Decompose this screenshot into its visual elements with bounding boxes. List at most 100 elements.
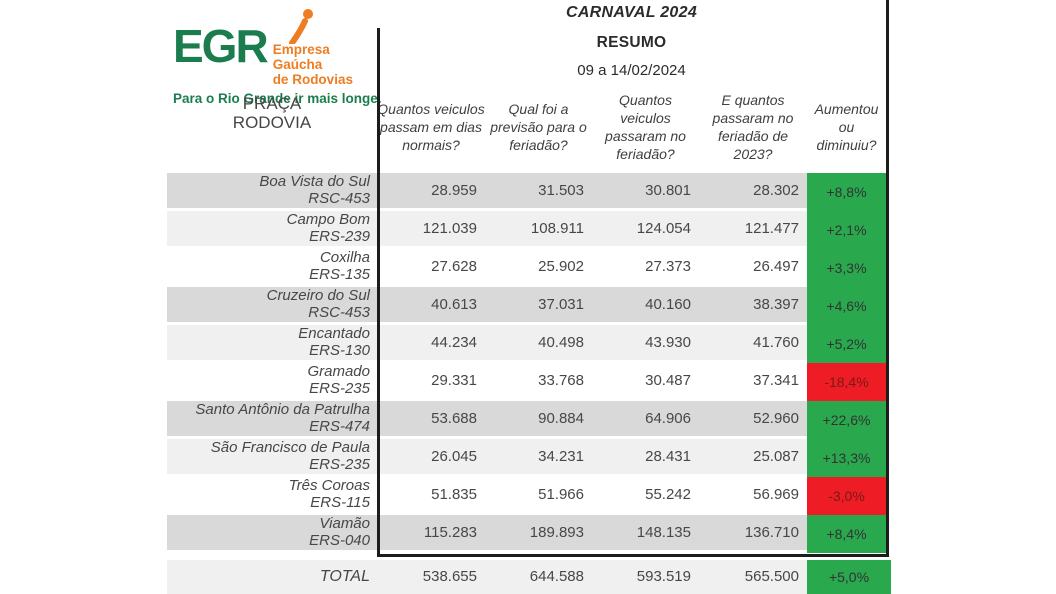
- holiday-2024-value: 27.373: [645, 258, 691, 275]
- forecast-value: 108.911: [530, 220, 584, 237]
- total-forecast-value: 644.588: [529, 568, 584, 585]
- row-band: Encantado ERS-130 44.234 40.498 43.930 4…: [167, 325, 807, 360]
- change-percent-badge: +5,2%: [807, 325, 886, 363]
- holiday-2023-value: 25.087: [753, 448, 799, 465]
- normal-days-value: 40.613: [431, 296, 477, 313]
- praca-label: PRAÇA: [242, 94, 302, 113]
- plaza-cell: Santo Antônio da Patrulha ERS-474: [167, 401, 377, 436]
- row-band: Três Coroas ERS-115 51.835 51.966 55.242…: [167, 477, 807, 512]
- plaza-name: Gramado: [307, 363, 370, 380]
- table-row: Campo Bom ERS-239 121.039 108.911 124.05…: [167, 211, 891, 249]
- column-header-forecast: Qual foi a previsão para o feriadão?: [490, 101, 587, 153]
- forecast-value: 31.503: [538, 182, 584, 199]
- praca-rodovia-header: PRAÇA RODOVIA: [167, 94, 377, 132]
- forecast-value: 34.231: [538, 448, 584, 465]
- holiday-2024-value: 30.487: [645, 372, 691, 389]
- forecast-value: 33.768: [538, 372, 584, 389]
- holiday-2023-value: 121.477: [744, 220, 799, 237]
- holiday-2024-value: 124.054: [636, 220, 691, 237]
- forecast-value: 189.893: [529, 524, 584, 541]
- table-right-border: [886, 0, 889, 557]
- normal-days-value: 29.331: [431, 372, 477, 389]
- holiday-2024-value: 64.906: [645, 410, 691, 427]
- plaza-name: Boa Vista do Sul: [259, 173, 370, 190]
- holiday-2023-value: 56.969: [753, 486, 799, 503]
- total-band: TOTAL 538.655 644.588 593.519 565.500: [167, 560, 807, 594]
- plaza-road-code: ERS-474: [309, 417, 370, 435]
- plaza-name: Cruzeiro do Sul: [266, 287, 370, 304]
- egr-person-icon: [288, 9, 313, 44]
- total-label: TOTAL: [319, 567, 370, 585]
- total-row: TOTAL 538.655 644.588 593.519 565.500 +5…: [167, 560, 891, 594]
- table-row: Três Coroas ERS-115 51.835 51.966 55.242…: [167, 477, 891, 515]
- plaza-cell: Encantado ERS-130: [167, 325, 377, 360]
- rodovia-label: RODOVIA: [232, 113, 312, 132]
- plaza-name: São Francisco de Paula: [210, 439, 370, 456]
- forecast-value: 51.966: [538, 486, 584, 503]
- change-percent-badge: +22,6%: [807, 401, 886, 439]
- plaza-name: Encantado: [298, 325, 370, 342]
- normal-days-value: 115.283: [423, 524, 477, 541]
- plaza-cell: Gramado ERS-235: [167, 363, 377, 398]
- plaza-name: Coxilha: [319, 249, 370, 266]
- forecast-value: 25.902: [538, 258, 584, 275]
- table-row: São Francisco de Paula ERS-235 26.045 34…: [167, 439, 891, 477]
- normal-days-value: 27.628: [431, 258, 477, 275]
- plaza-cell: Boa Vista do Sul RSC-453: [167, 173, 377, 208]
- plaza-cell: Viamão ERS-040: [167, 515, 377, 550]
- plaza-road-code: ERS-235: [309, 455, 370, 473]
- table-bottom-border: [377, 554, 889, 557]
- holiday-2023-value: 38.397: [753, 296, 799, 313]
- column-header-change: Aumentou ou diminuiu?: [814, 101, 879, 153]
- report-period: 09 a 14/02/2024: [577, 62, 686, 79]
- table-row: Boa Vista do Sul RSC-453 28.959 31.503 3…: [167, 173, 891, 211]
- egr-company-name: Empresa Gaúcha de Rodovias: [273, 42, 373, 87]
- plaza-road-code: ERS-115: [310, 493, 370, 511]
- plaza-cell: São Francisco de Paula ERS-235: [167, 439, 377, 474]
- plaza-cell: Cruzeiro do Sul RSC-453: [167, 287, 377, 322]
- forecast-value: 37.031: [538, 296, 584, 313]
- report-subtitle: RESUMO: [596, 34, 667, 51]
- normal-days-value: 51.835: [431, 486, 477, 503]
- egr-company-line2: de Rodovias: [272, 72, 353, 87]
- egr-tagline: Para o Rio Grande ir mais longe.: [173, 91, 382, 106]
- row-band: Boa Vista do Sul RSC-453 28.959 31.503 3…: [167, 173, 807, 208]
- change-percent-badge: +8,4%: [807, 515, 886, 553]
- column-header-normal-days: Quantos veiculos passam em dias normais?: [377, 101, 485, 153]
- report-title: CARNAVAL 2024: [565, 4, 698, 21]
- plaza-road-code: ERS-235: [309, 379, 370, 397]
- holiday-2023-value: 41.760: [753, 334, 799, 351]
- holiday-2024-value: 30.801: [645, 182, 691, 199]
- row-band: Coxilha ERS-135 27.628 25.902 27.373 26.…: [167, 249, 807, 284]
- plaza-name: Campo Bom: [286, 211, 370, 228]
- holiday-2024-value: 43.930: [645, 334, 691, 351]
- table-row: Viamão ERS-040 115.283 189.893 148.135 1…: [167, 515, 891, 553]
- egr-logo-text: EGR: [173, 20, 269, 72]
- plaza-name: Viamão: [319, 515, 370, 532]
- forecast-value: 40.498: [538, 334, 584, 351]
- table-row: Coxilha ERS-135 27.628 25.902 27.373 26.…: [167, 249, 891, 287]
- holiday-2023-value: 52.960: [753, 410, 799, 427]
- table-row: Encantado ERS-130 44.234 40.498 43.930 4…: [167, 325, 891, 363]
- change-percent-badge: +4,6%: [807, 287, 886, 325]
- egr-logo-right: Empresa Gaúcha de Rodovias: [273, 8, 373, 87]
- normal-days-value: 26.045: [431, 448, 477, 465]
- column-header-holiday-2024: Quantos veiculos passaram no feriadão?: [605, 92, 686, 162]
- change-percent-badge: -3,0%: [807, 477, 886, 515]
- egr-logo: EGR Empresa Gaúcha de Rodovias Para o Ri…: [173, 8, 382, 106]
- plaza-road-code: ERS-239: [309, 227, 370, 245]
- table-row: Gramado ERS-235 29.331 33.768 30.487 37.…: [167, 363, 891, 401]
- normal-days-value: 28.959: [431, 182, 477, 199]
- change-percent-badge: +8,8%: [807, 173, 886, 211]
- holiday-2024-value: 28.431: [645, 448, 691, 465]
- change-percent-badge: +2,1%: [807, 211, 886, 249]
- plaza-cell: Três Coroas ERS-115: [167, 477, 377, 512]
- row-band: São Francisco de Paula ERS-235 26.045 34…: [167, 439, 807, 474]
- row-band: Campo Bom ERS-239 121.039 108.911 124.05…: [167, 211, 807, 246]
- holiday-2023-value: 136.710: [744, 524, 799, 541]
- normal-days-value: 121.039: [422, 220, 477, 237]
- holiday-2024-value: 148.135: [636, 524, 691, 541]
- holiday-2024-value: 40.160: [645, 296, 691, 313]
- plaza-cell: Coxilha ERS-135: [167, 249, 377, 284]
